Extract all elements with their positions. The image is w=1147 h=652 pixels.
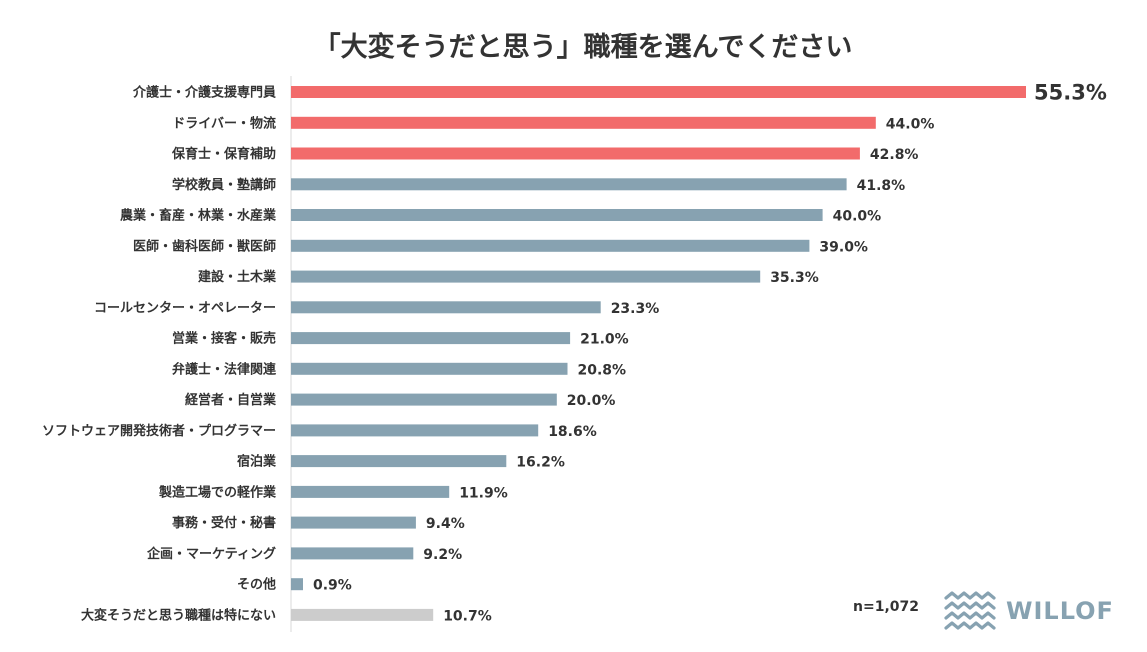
bar-1 bbox=[291, 116, 876, 129]
category-label-2: 保育士・保育補助 bbox=[171, 146, 276, 162]
category-label-16: その他 bbox=[237, 577, 276, 593]
category-label-11: ソフトウェア開発技術者・プログラマー bbox=[42, 423, 276, 439]
category-label-12: 宿泊業 bbox=[237, 454, 277, 470]
bar-11 bbox=[291, 424, 539, 437]
bar-14 bbox=[291, 516, 416, 529]
bar-8 bbox=[291, 332, 571, 345]
value-label-6: 35.3% bbox=[770, 270, 819, 286]
value-label-1: 44.0% bbox=[886, 116, 935, 132]
wave-logo-icon bbox=[944, 591, 996, 630]
value-label-5: 39.0% bbox=[819, 239, 868, 255]
category-label-10: 経営者・自営業 bbox=[185, 392, 277, 408]
category-label-4: 農業・畜産・林業・水産業 bbox=[120, 208, 277, 224]
bar-4 bbox=[291, 209, 823, 221]
category-label-17: 大変そうだと思う職種は特にない bbox=[81, 607, 276, 623]
value-label-12: 16.2% bbox=[516, 455, 565, 471]
willof-logo-text: WILLOF bbox=[1006, 597, 1114, 625]
bars-group bbox=[291, 86, 1026, 621]
sample-size-label: n=1,072 bbox=[853, 599, 919, 615]
value-label-7: 23.3% bbox=[611, 301, 660, 317]
bar-15 bbox=[291, 547, 414, 560]
category-label-6: 建設・土木業 bbox=[198, 269, 277, 285]
value-label-10: 20.0% bbox=[567, 393, 616, 409]
bar-7 bbox=[291, 301, 601, 314]
bar-0 bbox=[291, 86, 1026, 98]
category-label-1: ドライバー・物流 bbox=[172, 115, 276, 131]
bar-13 bbox=[291, 485, 450, 498]
bar-2 bbox=[291, 147, 860, 160]
value-label-16: 0.9% bbox=[313, 578, 352, 594]
value-label-15: 9.2% bbox=[423, 547, 462, 563]
bar-10 bbox=[291, 393, 557, 406]
value-label-11: 18.6% bbox=[548, 424, 597, 440]
value-label-4: 40.0% bbox=[833, 209, 882, 225]
bar-6 bbox=[291, 270, 761, 283]
value-label-9: 20.8% bbox=[578, 362, 627, 378]
chart-title: 「大変そうだと思う」職種を選んでください bbox=[314, 31, 853, 63]
category-label-15: 企画・マーケティング bbox=[146, 546, 276, 562]
value-labels: 55.3% 44.0% 42.8% 41.8% 40.0% 39.0%35.3% 23.3%… bbox=[313, 81, 1107, 625]
category-label-9: 弁護士・法律関連 bbox=[172, 361, 277, 377]
bar-5 bbox=[291, 239, 810, 252]
bar-12 bbox=[291, 455, 507, 468]
category-label-7: コールセンター・オペレーター bbox=[94, 301, 276, 316]
bar-16 bbox=[291, 578, 303, 591]
value-label-17: 10.7% bbox=[443, 608, 492, 624]
category-label-5: 医師・歯科医師・獣医師 bbox=[133, 238, 276, 254]
value-label-0: 55.3% bbox=[1034, 81, 1107, 105]
category-label-0: 介護士・介護支援専門員 bbox=[132, 85, 276, 101]
category-label-14: 事務・受付・秘書 bbox=[172, 515, 276, 531]
category-label-3: 学校教員・塾講師 bbox=[172, 177, 276, 193]
value-label-8: 21.0% bbox=[580, 332, 629, 348]
category-labels: 介護士・介護支援専門員ドライバー・物流保育士・保育補助学校教員・塾講師農業・畜産… bbox=[42, 85, 277, 624]
category-label-13: 製造工場での軽作業 bbox=[158, 484, 277, 500]
value-label-13: 11.9% bbox=[459, 485, 508, 501]
value-label-3: 41.8% bbox=[857, 178, 906, 194]
willof-logo: WILLOF bbox=[944, 591, 1114, 630]
category-label-8: 営業・接客・販売 bbox=[172, 331, 276, 347]
bar-17 bbox=[291, 608, 434, 621]
bar-3 bbox=[291, 178, 847, 191]
value-label-2: 42.8% bbox=[870, 147, 919, 163]
value-label-14: 9.4% bbox=[426, 516, 465, 532]
bar-9 bbox=[291, 362, 568, 375]
